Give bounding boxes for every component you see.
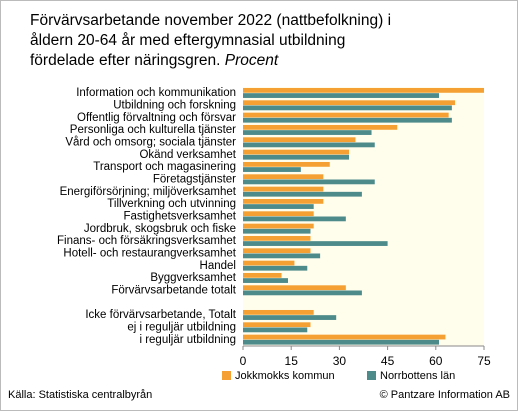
bar	[243, 93, 440, 98]
y-tick-label: Hotell- och restaurangverksamhet	[63, 248, 236, 260]
legend-label: Jokkmokks kommun	[235, 370, 335, 382]
bar	[243, 216, 346, 222]
x-tick-label: 15	[285, 354, 299, 368]
y-tick-label: Okänd verksamhet	[139, 149, 236, 161]
bar	[243, 248, 311, 254]
y-tick-label: Vård och omsorg; sociala tjänster	[65, 137, 236, 149]
bar	[243, 228, 311, 234]
bar	[243, 211, 314, 217]
bar	[243, 265, 308, 271]
bar	[243, 272, 282, 278]
y-tick-label: i reguljär utbildning	[139, 334, 236, 346]
credit: © Pantzare Information AB	[380, 389, 510, 401]
bar	[243, 142, 375, 148]
bar	[243, 241, 388, 246]
x-tick-label: 75	[477, 354, 491, 368]
y-tick-label: Tillverkning och utvinning	[107, 198, 236, 210]
bar	[243, 105, 452, 111]
y-tick-label: Handel	[200, 260, 236, 272]
y-tick-label: Företagstjänster	[153, 174, 236, 186]
y-tick-label: Information och kommunikation	[76, 87, 236, 99]
y-tick-label: Jordbruk, skogsbruk och fiske	[84, 223, 236, 235]
y-tick-label: Förvärvsarbetande totalt	[111, 285, 236, 297]
y-tick-label: Byggverksamhet	[150, 272, 236, 284]
legend-label: Norrbottens län	[380, 370, 455, 382]
x-tick-label: 60	[429, 354, 443, 368]
bar	[243, 260, 295, 266]
x-tick-label: 30	[333, 354, 347, 368]
bar	[243, 309, 314, 315]
bar	[243, 339, 440, 345]
bar	[243, 191, 362, 197]
y-tick-label: Fastighetsverksamhet	[124, 211, 237, 223]
bar	[243, 334, 446, 340]
y-tick-label: Energiförsörjning; miljöverksamhet	[60, 186, 237, 198]
source: Källa: Statistiska centralbyrån	[8, 389, 152, 401]
bar	[243, 253, 321, 259]
y-tick-label: Finans- och försäkringsverksamhet	[57, 235, 237, 247]
x-tick-label: 45	[381, 354, 395, 368]
chart-title: åldern 20-64 år med eftergymnasial utbil…	[30, 32, 345, 49]
bar	[243, 327, 308, 333]
bar	[243, 87, 484, 93]
bar	[243, 278, 288, 283]
y-tick-label: ej i reguljär utbildning	[127, 322, 236, 334]
bar	[243, 124, 398, 130]
bar	[243, 167, 301, 172]
y-tick-label: Personliga och kulturella tjänster	[70, 124, 236, 136]
bar	[243, 285, 346, 291]
bar	[243, 290, 362, 296]
chart-title: fördelade efter näringsgren. Procent	[30, 52, 279, 69]
bar	[243, 161, 330, 167]
y-tick-label: Utbildning och forskning	[113, 100, 236, 112]
y-tick-label: Offentlig förvaltning och försvar	[77, 112, 236, 124]
bar	[243, 322, 311, 328]
bar	[243, 112, 449, 118]
legend-swatch	[222, 371, 231, 380]
unit: Procent	[225, 52, 279, 69]
bar	[243, 154, 350, 160]
chart-title: fördelade efter näringsgren.	[30, 52, 220, 69]
bar	[243, 100, 456, 106]
chart-title: Förvärvsarbetande november 2022 (nattbef…	[30, 12, 391, 29]
bar	[243, 223, 314, 229]
bar	[243, 186, 324, 192]
legend-swatch	[367, 371, 376, 380]
bar	[243, 174, 324, 180]
y-tick-label: Transport och magasinering	[93, 161, 236, 173]
y-tick-label: Icke förvärvsarbetande, Totalt	[85, 309, 236, 321]
bar	[243, 130, 372, 135]
bar	[243, 315, 337, 320]
bar	[243, 204, 314, 209]
x-tick-label: 0	[240, 354, 247, 368]
bar	[243, 179, 375, 185]
bar	[243, 117, 452, 123]
bar	[243, 149, 350, 155]
bar	[243, 137, 356, 143]
bar	[243, 235, 311, 241]
bar	[243, 198, 324, 204]
